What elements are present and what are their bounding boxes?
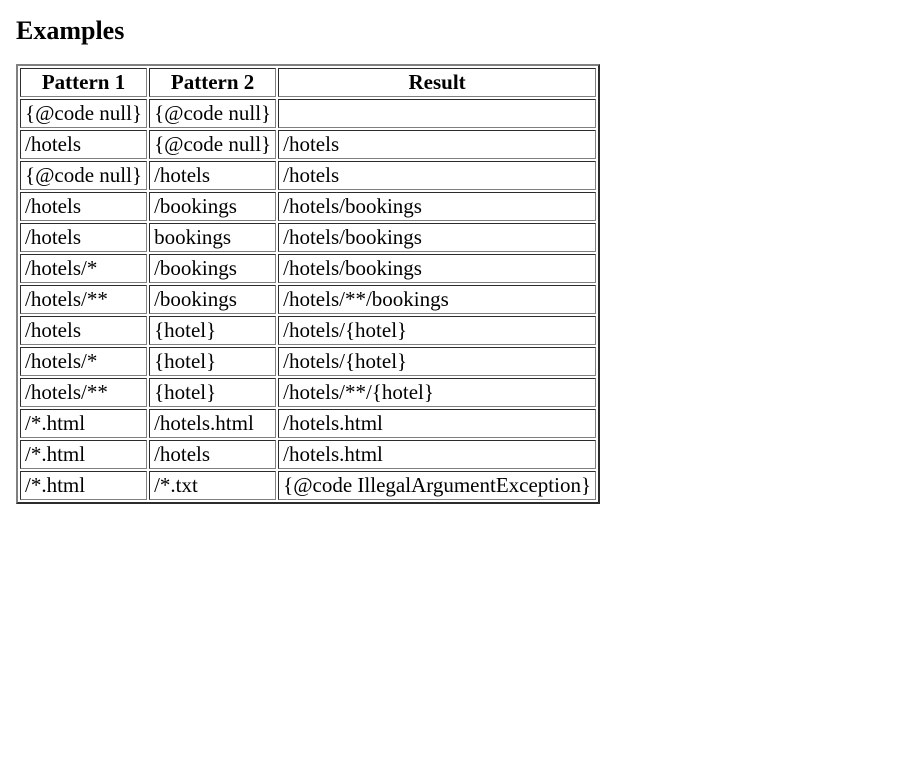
table-cell: /hotels/** [20,285,147,314]
table-cell [278,99,596,128]
table-row: /hotels/**/bookings/hotels/**/bookings [20,285,596,314]
table-cell: /bookings [149,285,276,314]
table-cell: /hotels.html [149,409,276,438]
table-cell: /hotels [20,316,147,345]
column-header: Pattern 2 [149,68,276,97]
examples-table: Pattern 1 Pattern 2 Result {@code null}{… [16,64,600,504]
table-cell: /hotels/bookings [278,223,596,252]
table-cell: /hotels [278,130,596,159]
table-cell: /hotels [149,161,276,190]
table-row: {@code null}/hotels/hotels [20,161,596,190]
table-cell: bookings [149,223,276,252]
table-row: /hotels{@code null}/hotels [20,130,596,159]
table-cell: {hotel} [149,347,276,376]
column-header: Result [278,68,596,97]
table-cell: /hotels/{hotel} [278,316,596,345]
table-cell: /*.txt [149,471,276,500]
table-cell: /hotels [20,130,147,159]
table-cell: /hotels.html [278,440,596,469]
table-body: {@code null}{@code null} /hotels{@code n… [20,99,596,500]
table-cell: /*.html [20,471,147,500]
table-row: /hotelsbookings/hotels/bookings [20,223,596,252]
table-cell: {@code IllegalArgumentException} [278,471,596,500]
table-cell: /hotels.html [278,409,596,438]
table-cell: /bookings [149,254,276,283]
table-cell: /hotels/bookings [278,254,596,283]
table-cell: /hotels/**/{hotel} [278,378,596,407]
table-row: /hotels/*{hotel}/hotels/{hotel} [20,347,596,376]
table-cell: /hotels [149,440,276,469]
table-cell: /hotels/** [20,378,147,407]
table-header-row: Pattern 1 Pattern 2 Result [20,68,596,97]
table-cell: /hotels/* [20,347,147,376]
table-cell: /hotels [278,161,596,190]
table-row: /hotels/*/bookings/hotels/bookings [20,254,596,283]
table-cell: /bookings [149,192,276,221]
table-row: /hotels/**{hotel}/hotels/**/{hotel} [20,378,596,407]
table-cell: /hotels/bookings [278,192,596,221]
table-row: {@code null}{@code null} [20,99,596,128]
table-row: /hotels/bookings/hotels/bookings [20,192,596,221]
table-cell: /*.html [20,409,147,438]
table-cell: {@code null} [149,130,276,159]
table-cell: {@code null} [149,99,276,128]
table-cell: /hotels [20,192,147,221]
table-cell: /hotels/{hotel} [278,347,596,376]
table-row: /*.html/hotels/hotels.html [20,440,596,469]
table-row: /*.html/*.txt{@code IllegalArgumentExcep… [20,471,596,500]
table-cell: /*.html [20,440,147,469]
table-cell: {hotel} [149,378,276,407]
table-cell: {@code null} [20,99,147,128]
table-row: /hotels{hotel}/hotels/{hotel} [20,316,596,345]
table-cell: {hotel} [149,316,276,345]
column-header: Pattern 1 [20,68,147,97]
section-heading: Examples [16,16,898,46]
table-cell: /hotels/* [20,254,147,283]
table-cell: /hotels [20,223,147,252]
table-cell: /hotels/**/bookings [278,285,596,314]
table-row: /*.html/hotels.html/hotels.html [20,409,596,438]
table-cell: {@code null} [20,161,147,190]
